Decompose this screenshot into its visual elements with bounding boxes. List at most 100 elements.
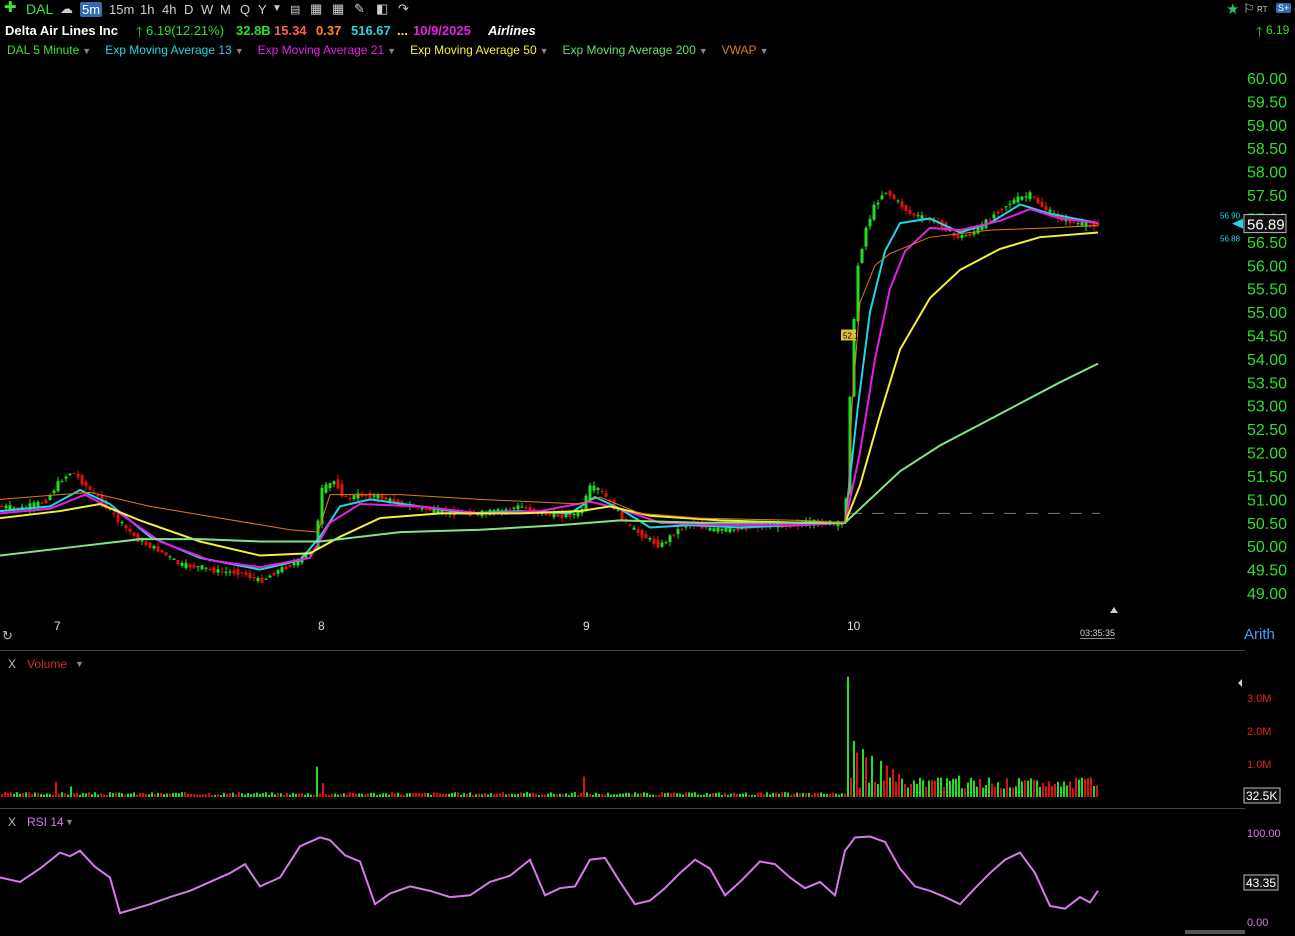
pane-divider[interactable] [0,650,1245,651]
share-arrow-icon[interactable]: ↷ [398,1,409,16]
add-symbol-icon[interactable]: ✚ [4,0,17,16]
close-rsi-icon[interactable]: X [8,815,17,829]
volume-bar [772,792,774,797]
flag-icon[interactable]: ⚐ [1243,1,1255,16]
candle [276,570,280,574]
legend-chevron-down-icon[interactable]: ▼ [234,46,244,56]
interval-5m[interactable]: 5m [80,2,103,17]
interval-w[interactable]: W [201,2,214,17]
volume-bar [1069,781,1071,797]
volume-bar [223,792,225,797]
volume-bar [1093,785,1095,797]
volume-bar [100,793,102,797]
volume-bar [457,792,459,797]
volume-bar [967,782,969,797]
candle [248,573,252,579]
interval-q[interactable]: Q [240,2,251,17]
volume-bar [1021,781,1023,797]
rsi-tick-label: 0.00 [1247,917,1268,929]
candle [232,570,236,574]
volume-label[interactable]: Volume [27,657,68,671]
volume-chevron-down-icon[interactable]: ▼ [75,659,84,669]
volume-bar [925,786,927,797]
legend-chevron-down-icon[interactable]: ▼ [698,46,708,56]
chevron-down-icon[interactable]: ▼ [272,3,282,14]
info-ellipsis[interactable]: ... [397,23,408,38]
volume-bar [583,776,585,797]
legend-chevron-down-icon[interactable]: ▼ [387,46,397,56]
volume-bar [880,760,882,797]
lower-price-label: 56.88 [1220,235,1241,244]
volume-bar [274,794,276,797]
volume-bar [196,794,198,797]
volume-bar [658,794,660,797]
candle [512,507,516,509]
legend-chevron-down-icon[interactable]: ▼ [759,46,769,56]
legend-item-2[interactable]: Exp Moving Average 21 ▼ [257,43,397,57]
y-tick-label: 52.50 [1247,422,1287,439]
volume-bar [175,792,177,797]
interval-m[interactable]: M [220,2,231,17]
volume-bar [178,793,180,797]
volume-bar [1039,786,1041,797]
candle [716,527,720,532]
candle [544,512,548,516]
legend-chevron-down-icon[interactable]: ▼ [82,46,92,56]
close-volume-icon[interactable]: X [8,657,17,671]
candle [192,564,196,568]
candle [1044,205,1048,211]
legend-chevron-down-icon[interactable]: ▼ [539,46,549,56]
candle [216,569,220,573]
volume-bar [814,792,816,797]
legend-item-0[interactable]: DAL 5 Minute ▼ [7,43,92,57]
legend-item-3[interactable]: Exp Moving Average 50 ▼ [410,43,549,57]
rsi-chevron-down-icon[interactable]: ▼ [65,817,74,827]
volume-bar [370,792,372,797]
star-icon[interactable]: ★ [1226,1,1240,18]
symbol-input[interactable]: DAL [26,1,54,17]
interval-d[interactable]: D [184,2,194,17]
interval-4h[interactable]: 4h [162,2,177,17]
candle [708,527,712,531]
industry[interactable]: Airlines [488,23,536,38]
legend-item-4[interactable]: Exp Moving Average 200 ▼ [562,43,708,57]
price-chart[interactable]: 60.0059.5059.0058.5058.0057.5057.0056.50… [0,60,1295,650]
interval-1h[interactable]: 1h [140,2,155,17]
volume-chart[interactable]: 3.0M 2.0M 1.0M 32.5K [0,670,1295,805]
scan-plus-button[interactable]: S+ [1276,3,1292,13]
candle [504,509,508,511]
candle [48,494,52,501]
volume-bar [1033,779,1035,797]
rsi-line [0,835,1099,915]
volume-bar [67,794,69,797]
candle [548,514,552,516]
volume-bar [478,793,480,797]
chart-type-icon[interactable]: ▤ [290,4,301,16]
rsi-chart[interactable]: 100.00 0.00 43.35 [0,825,1295,936]
volume-bar [904,783,906,797]
interval-15m[interactable]: 15m [109,2,135,17]
volume-bar [601,793,603,797]
scale-mode-button[interactable]: Arith [1244,626,1275,643]
last-rsi-box [1243,874,1279,891]
volume-bar [499,793,501,797]
legend-item-1[interactable]: Exp Moving Average 13 ▼ [105,43,244,57]
legend-item-5[interactable]: VWAP ▼ [721,43,769,57]
candle [616,509,620,511]
candle [388,498,392,502]
template-icon[interactable]: ▦ [310,1,323,16]
calculator-icon[interactable]: ▦ [332,1,345,16]
candle [436,508,440,514]
volume-bar [1012,787,1014,797]
candle [636,529,640,533]
pane-divider-2[interactable] [0,808,1245,809]
share-icon[interactable]: ☁ [60,1,73,16]
refresh-icon: ↻ [2,628,13,643]
draw-icon[interactable]: ✎ [354,1,365,16]
volume-bar [664,793,666,797]
volume-bar [157,792,159,797]
rsi-label[interactable]: RSI 14 [27,815,64,829]
layers-icon[interactable]: ◧ [376,1,389,16]
interval-y[interactable]: Y [258,2,267,17]
volume-bar [538,794,540,797]
